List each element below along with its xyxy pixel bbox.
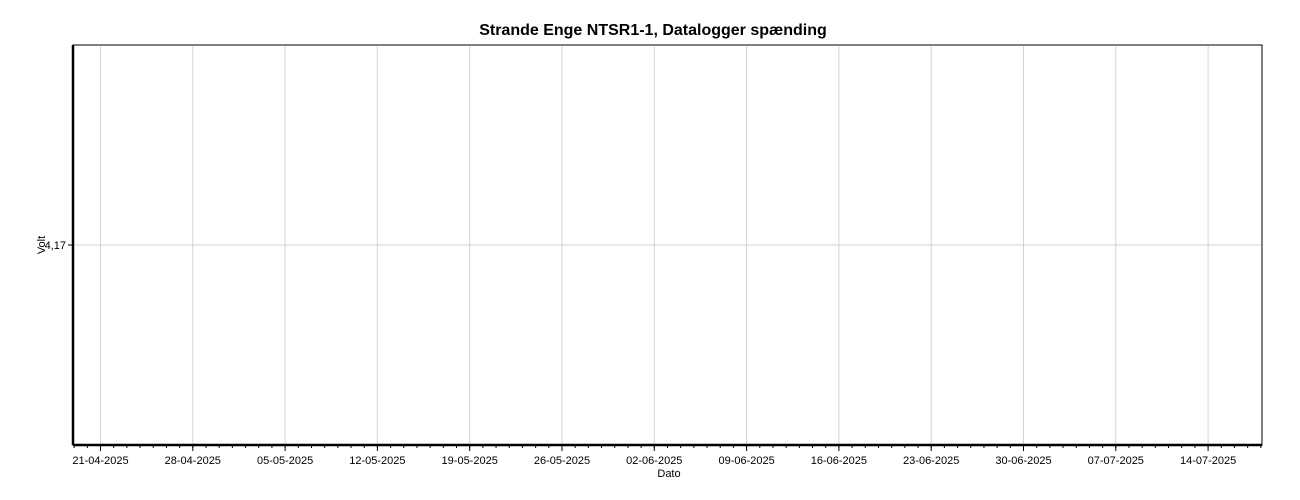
x-tick-label: 02-06-2025 — [626, 455, 682, 467]
x-axis-title: Dato — [657, 468, 680, 480]
x-tick-label: 23-06-2025 — [903, 455, 959, 467]
x-axis-ticks: 21-04-2025 28-04-2025 05-05-2025 12-05-2025… — [72, 445, 1262, 467]
x-tick-label: 28-04-2025 — [165, 455, 221, 467]
x-tick-label: 07-07-2025 — [1088, 455, 1144, 467]
x-tick-label: 19-05-2025 — [442, 455, 498, 467]
y-axis-title: Volt — [36, 236, 48, 254]
x-tick-label: 05-05-2025 — [257, 455, 313, 467]
y-tick-label: 4,17 — [45, 240, 66, 252]
x-tick-label: 09-06-2025 — [718, 455, 774, 467]
x-tick-label: 14-07-2025 — [1180, 455, 1236, 467]
grid — [74, 46, 1261, 444]
x-tick-label: 12-05-2025 — [349, 455, 405, 467]
x-tick-label: 30-06-2025 — [995, 455, 1051, 467]
x-tick-label: 21-04-2025 — [72, 455, 128, 467]
x-tick-label: 26-05-2025 — [534, 455, 590, 467]
chart-title: Strande Enge NTSR1-1, Datalogger spændin… — [479, 22, 827, 39]
x-tick-label: 16-06-2025 — [811, 455, 867, 467]
y-axis-ticks: 4,17 — [45, 240, 73, 252]
